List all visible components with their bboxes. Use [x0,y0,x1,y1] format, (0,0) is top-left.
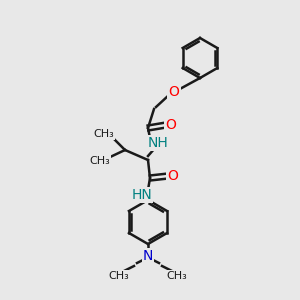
Text: HN: HN [132,188,152,202]
Text: O: O [168,169,178,183]
Text: CH₃: CH₃ [94,129,114,139]
Text: N: N [143,249,153,263]
Text: O: O [169,85,179,99]
Text: O: O [166,118,176,132]
Text: CH₃: CH₃ [90,156,110,166]
Text: CH₃: CH₃ [167,271,188,281]
Text: CH₃: CH₃ [109,271,129,281]
Text: NH: NH [148,136,168,150]
